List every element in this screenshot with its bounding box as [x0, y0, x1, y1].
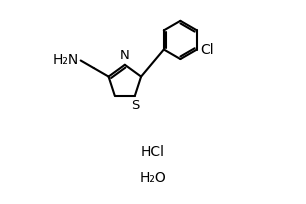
- Text: S: S: [131, 99, 140, 112]
- Text: H₂O: H₂O: [140, 172, 166, 185]
- Text: N: N: [120, 49, 130, 62]
- Text: Cl: Cl: [200, 42, 214, 57]
- Text: H₂N: H₂N: [53, 53, 79, 68]
- Text: HCl: HCl: [141, 145, 165, 159]
